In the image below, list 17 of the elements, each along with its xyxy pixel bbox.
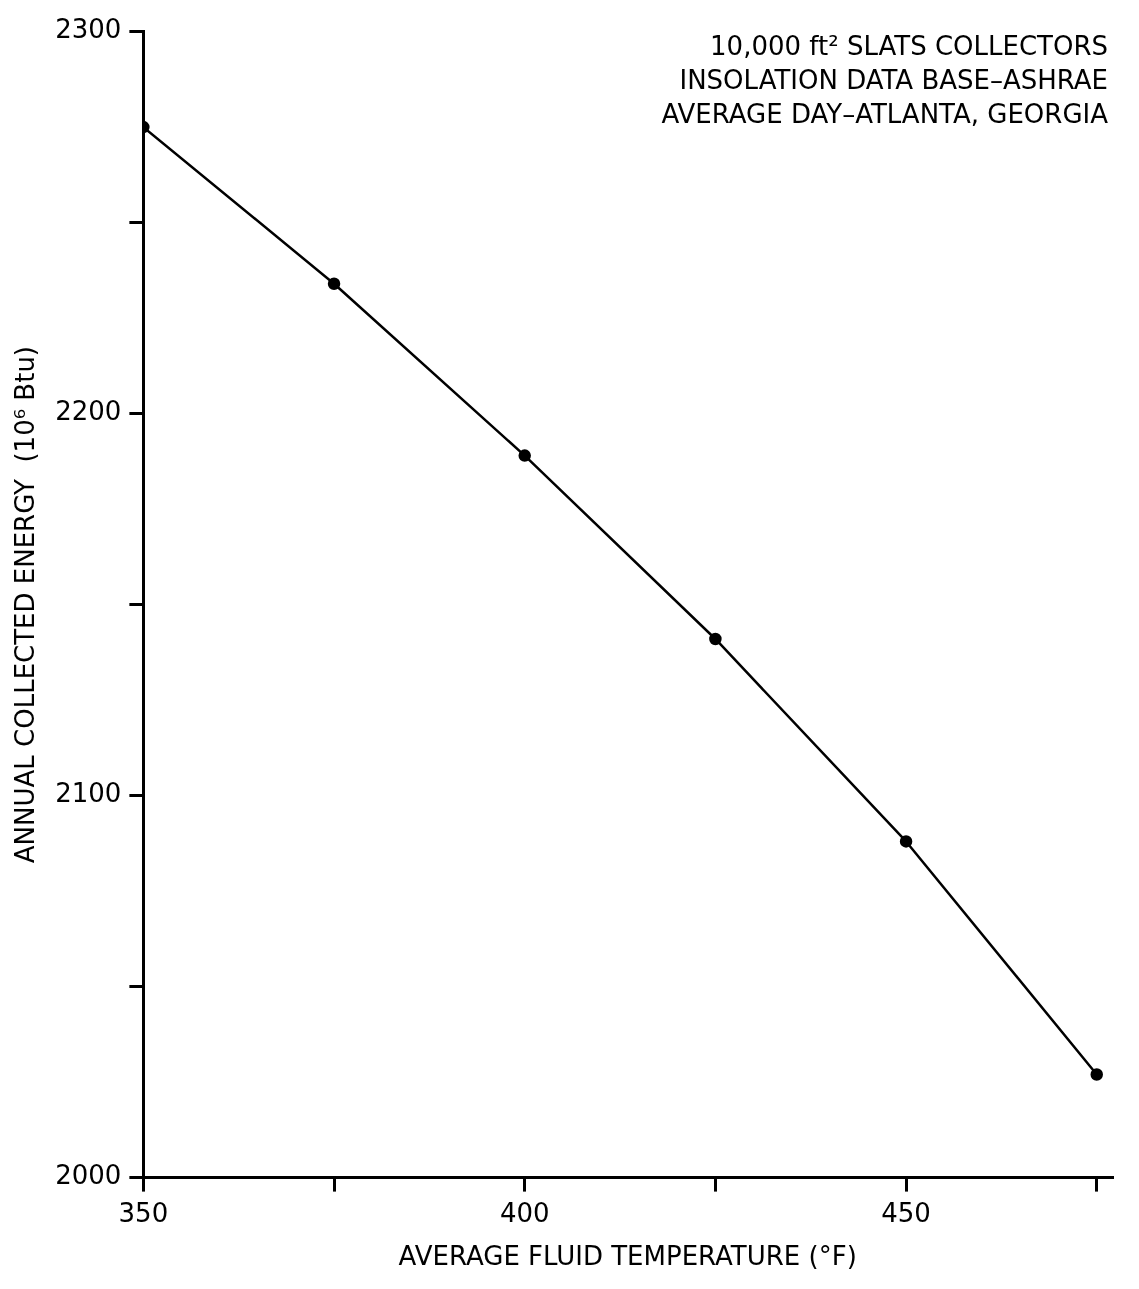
annotation: AVERAGE DAY–ATLANTA, GEORGIA — [661, 99, 1109, 130]
y-tick-label: 2300 — [55, 14, 122, 45]
x-tick-label: 400 — [499, 1197, 550, 1228]
x-tick-label: 450 — [881, 1197, 931, 1228]
x-tick-label: 350 — [118, 1197, 169, 1228]
annotation: INSOLATION DATA BASE–ASHRAE — [679, 65, 1108, 96]
point — [1090, 1068, 1103, 1081]
y-tick-label: 2000 — [55, 1160, 122, 1191]
y-axis-title: ANNUAL COLLECTED ENERGY (10⁶ Btu) — [10, 345, 41, 864]
point — [899, 835, 913, 848]
point — [709, 632, 722, 646]
y-tick-label: 2100 — [55, 778, 122, 809]
x-axis-title: AVERAGE FLUID TEMPERATURE (°F) — [398, 1241, 857, 1272]
point — [518, 449, 531, 462]
annotation: 10,000 ft² SLATS COLLECTORS — [710, 31, 1108, 62]
y-tick-label: 2200 — [55, 396, 122, 427]
point — [327, 277, 341, 290]
